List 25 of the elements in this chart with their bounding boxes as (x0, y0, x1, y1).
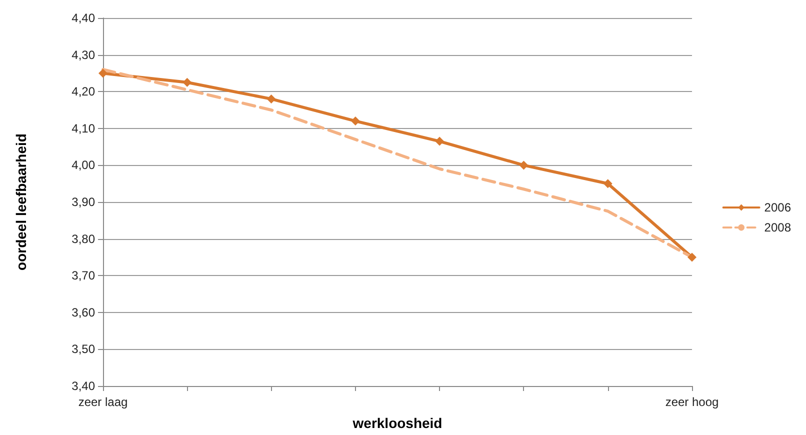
y-tick-label: 3,40 (72, 379, 96, 393)
point (688, 252, 696, 262)
legend-label: 2006 (764, 200, 792, 214)
y-axis-title: oordeel leefbaarheid (13, 134, 29, 270)
legend-label: 2008 (764, 220, 792, 234)
x-tick-label: zeer laag (78, 395, 128, 409)
point (519, 160, 528, 170)
point (182, 78, 192, 87)
y-tick-label: 3,90 (72, 195, 96, 209)
y-tick-label: 4,30 (72, 48, 96, 62)
x-tick-label: zeer hoog (665, 395, 719, 409)
y-tick-label: 3,60 (72, 305, 96, 320)
point (98, 68, 108, 78)
y-tick-label: 4,40 (72, 11, 96, 25)
y-tick-label: 3,70 (72, 268, 96, 283)
point (435, 136, 444, 146)
y-tick-label: 3,50 (72, 342, 96, 356)
point (350, 116, 360, 126)
x-axis-title: werkloosheid (352, 415, 442, 431)
y-tick-label: 3,80 (72, 232, 96, 246)
y-tick-label: 4,10 (72, 121, 96, 136)
point (603, 179, 612, 188)
y-tick-label: 4,00 (72, 158, 96, 172)
y-tick-label: 4,20 (72, 84, 96, 99)
point (266, 94, 276, 104)
